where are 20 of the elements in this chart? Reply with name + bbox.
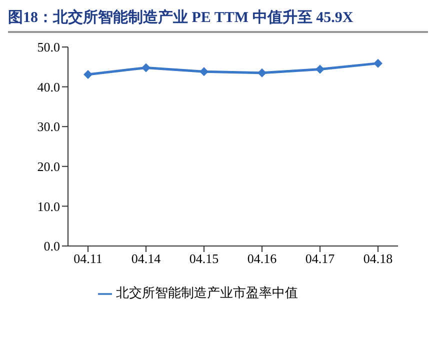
x-tick-label: 04.17 <box>305 251 336 266</box>
x-tick-label: 04.15 <box>189 251 219 266</box>
y-tick-label: 10.0 <box>37 198 60 214</box>
chart-title: 图18：北交所智能制造产业 PE TTM 中值升至 45.9X <box>8 8 428 33</box>
x-tick-label: 04.11 <box>74 251 102 266</box>
point <box>374 58 382 68</box>
x-tick-label: 04.18 <box>363 251 393 266</box>
y-tick-label: 40.0 <box>37 79 60 94</box>
y-tick-label: 30.0 <box>37 119 60 134</box>
y-tick-label: 0.0 <box>44 238 60 254</box>
point <box>258 68 266 78</box>
x-tick-label: 04.16 <box>247 251 278 266</box>
legend-label: 北交所智能制造产业市盈率中值 <box>116 285 298 300</box>
y-tick-label: 50.0 <box>37 40 60 55</box>
point <box>316 64 324 74</box>
point <box>142 63 150 72</box>
x-tick-label: 04.14 <box>131 251 162 266</box>
y-tick-label: 20.0 <box>37 159 60 174</box>
point <box>200 67 208 76</box>
point <box>84 70 92 79</box>
